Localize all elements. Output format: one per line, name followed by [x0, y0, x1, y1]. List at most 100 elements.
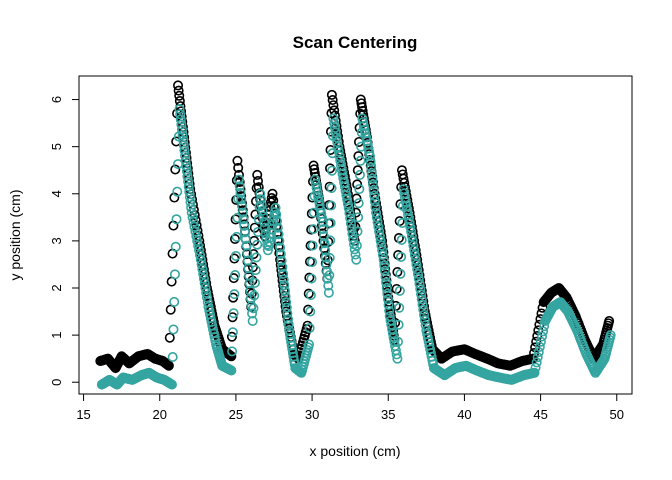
- data-point: [367, 173, 378, 184]
- data-point: [255, 188, 266, 199]
- data-point: [345, 218, 356, 229]
- data-point: [352, 226, 363, 237]
- data-point: [376, 240, 387, 251]
- data-point: [247, 315, 258, 326]
- data-point: [406, 231, 417, 242]
- data-point: [304, 323, 315, 334]
- data-point: [384, 305, 395, 316]
- data-point: [238, 214, 249, 225]
- data-point: [281, 297, 292, 308]
- data-point: [173, 85, 184, 96]
- data-point: [326, 183, 337, 194]
- data-point: [246, 300, 257, 311]
- data-point: [249, 277, 260, 288]
- data-point: [199, 278, 210, 289]
- data-point: [242, 255, 253, 266]
- data-point: [327, 95, 338, 106]
- data-point: [305, 306, 316, 317]
- data-point: [272, 216, 283, 227]
- data-point: [371, 207, 382, 218]
- data-point: [234, 181, 245, 192]
- data-point: [412, 264, 423, 275]
- data-point: [352, 165, 363, 176]
- data-point: [331, 132, 342, 143]
- data-point: [530, 362, 541, 373]
- data-point: [233, 162, 244, 173]
- data-point: [233, 174, 244, 185]
- data-point: [279, 285, 290, 296]
- x-tick-label: 40: [457, 407, 471, 422]
- data-point: [226, 365, 237, 376]
- data-point: [325, 217, 336, 228]
- data-point: [413, 273, 424, 284]
- data-point: [226, 351, 237, 362]
- data-point: [377, 250, 388, 261]
- data-point: [303, 288, 314, 299]
- data-point: [365, 156, 376, 167]
- data-point: [533, 347, 544, 358]
- data-point: [308, 224, 319, 235]
- data-point: [171, 214, 182, 225]
- data-point: [176, 124, 187, 135]
- data-point: [194, 250, 205, 261]
- data-point: [302, 320, 313, 331]
- data-point: [418, 304, 429, 315]
- data-point: [324, 181, 335, 192]
- data-point: [251, 252, 262, 263]
- data-point: [247, 262, 258, 273]
- data-point: [279, 280, 290, 291]
- data-point: [249, 290, 260, 301]
- data-point: [269, 207, 280, 218]
- data-point: [178, 140, 189, 151]
- data-point: [351, 254, 362, 265]
- data-point: [170, 241, 181, 252]
- data-point: [411, 259, 422, 270]
- data-point: [532, 352, 543, 363]
- data-point: [375, 235, 386, 246]
- data-point: [534, 341, 545, 352]
- data-point: [306, 273, 317, 284]
- data-point: [406, 226, 417, 237]
- data-point: [368, 179, 379, 190]
- data-point: [369, 190, 380, 201]
- data-point: [170, 164, 181, 175]
- y-axis: 0 1 2 3 4 5 6: [49, 96, 80, 386]
- data-point: [267, 188, 278, 199]
- data-point: [329, 118, 340, 129]
- data-point: [283, 314, 294, 325]
- chart-title: Scan Centering: [293, 33, 418, 52]
- data-point: [244, 278, 255, 289]
- data-point: [320, 252, 331, 263]
- data-point: [189, 221, 200, 232]
- data-point: [184, 186, 195, 197]
- data-point: [266, 193, 277, 204]
- data-point: [252, 239, 263, 250]
- data-point: [257, 205, 268, 216]
- data-point: [274, 235, 285, 246]
- data-point: [233, 169, 244, 180]
- data-point: [277, 262, 288, 273]
- data-point: [417, 299, 428, 310]
- data-point: [275, 259, 286, 270]
- data-point: [176, 119, 187, 130]
- data-point: [353, 212, 364, 223]
- data-point: [415, 283, 426, 294]
- data-point: [419, 315, 430, 326]
- y-tick-label: 5: [49, 143, 64, 150]
- data-point: [163, 360, 174, 371]
- data-point: [391, 349, 402, 360]
- data-point: [393, 233, 404, 244]
- data-point: [330, 127, 341, 138]
- data-point: [240, 227, 251, 238]
- data-point: [194, 245, 205, 256]
- data-point: [198, 273, 209, 284]
- data-point: [326, 89, 337, 100]
- data-point: [369, 196, 380, 207]
- data-point: [374, 231, 385, 242]
- data-point: [604, 315, 615, 326]
- data-point: [326, 200, 337, 211]
- data-point: [371, 212, 382, 223]
- data-point: [535, 336, 546, 347]
